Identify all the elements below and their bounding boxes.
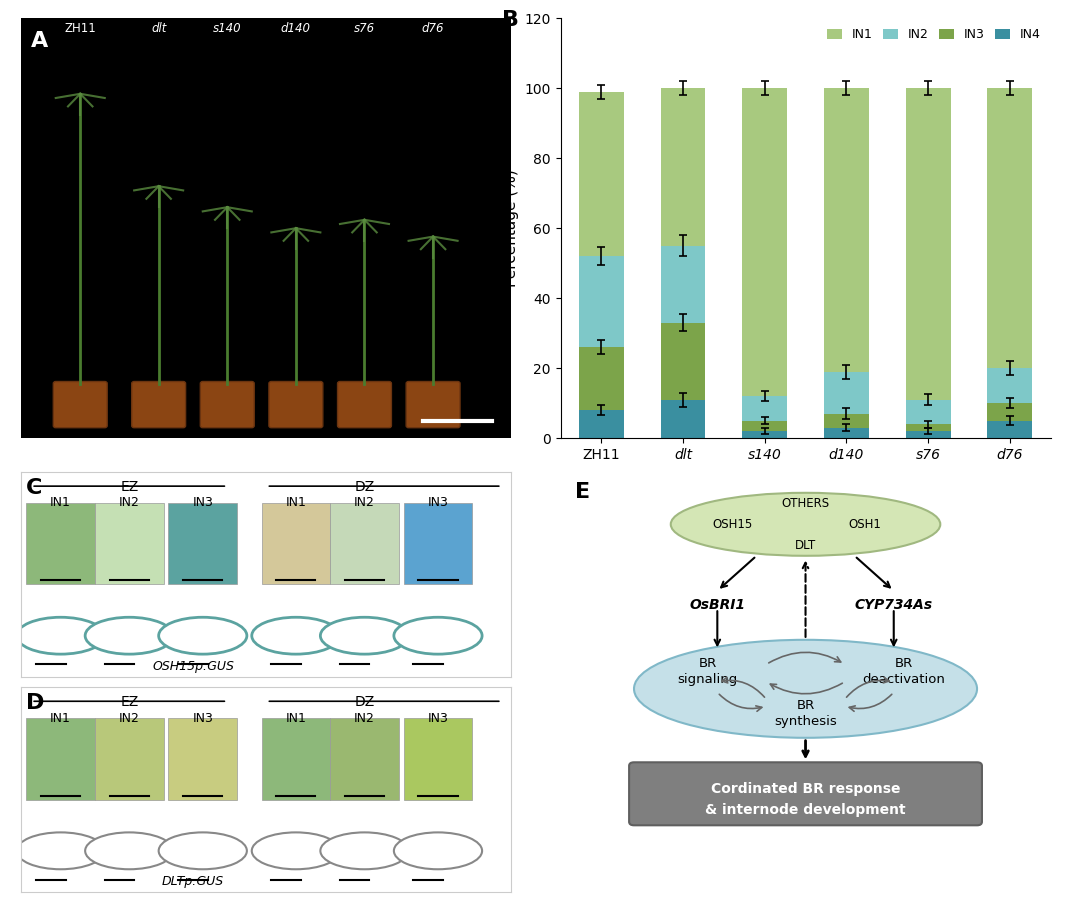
Bar xyxy=(330,718,399,800)
Text: OTHERS: OTHERS xyxy=(781,497,830,510)
FancyBboxPatch shape xyxy=(338,381,391,428)
Text: IN1: IN1 xyxy=(50,496,71,510)
Text: IN1: IN1 xyxy=(50,712,71,724)
Bar xyxy=(987,369,1032,403)
Legend: IN1, IN2, IN3, IN4: IN1, IN2, IN3, IN4 xyxy=(823,25,1044,45)
Circle shape xyxy=(85,617,174,654)
Text: IN2: IN2 xyxy=(354,496,375,510)
Text: d140: d140 xyxy=(281,22,311,35)
Circle shape xyxy=(85,833,174,869)
Bar xyxy=(824,371,868,414)
Text: B: B xyxy=(502,10,519,30)
Text: s76: s76 xyxy=(354,22,375,35)
Bar xyxy=(824,428,868,439)
Circle shape xyxy=(393,833,482,869)
Text: OSH1: OSH1 xyxy=(848,518,881,531)
Circle shape xyxy=(252,833,340,869)
Bar xyxy=(95,502,164,584)
Circle shape xyxy=(16,833,105,869)
Text: DZ: DZ xyxy=(355,480,374,494)
Circle shape xyxy=(321,617,408,654)
Text: DLT: DLT xyxy=(795,539,816,551)
Text: IN3: IN3 xyxy=(428,496,448,510)
Bar xyxy=(168,718,237,800)
FancyBboxPatch shape xyxy=(54,381,107,428)
Bar xyxy=(987,420,1032,439)
Bar xyxy=(579,257,624,348)
Text: IN3: IN3 xyxy=(428,712,448,724)
Text: DZ: DZ xyxy=(355,695,374,709)
Text: EZ: EZ xyxy=(120,695,138,709)
Text: EZ: EZ xyxy=(120,480,138,494)
Bar xyxy=(404,718,473,800)
Bar xyxy=(742,420,787,431)
Circle shape xyxy=(159,833,247,869)
Text: IN2: IN2 xyxy=(354,712,375,724)
Ellipse shape xyxy=(634,640,977,738)
Bar xyxy=(987,403,1032,420)
Y-axis label: Percentage (%): Percentage (%) xyxy=(504,169,519,287)
Circle shape xyxy=(16,617,105,654)
Text: OSH15p:GUS: OSH15p:GUS xyxy=(152,660,234,672)
FancyBboxPatch shape xyxy=(629,763,982,825)
FancyBboxPatch shape xyxy=(200,381,254,428)
Ellipse shape xyxy=(671,493,940,556)
Text: IN3: IN3 xyxy=(192,496,213,510)
Text: A: A xyxy=(31,31,48,51)
Bar xyxy=(824,414,868,428)
Bar xyxy=(742,88,787,396)
Bar xyxy=(906,431,951,439)
Bar xyxy=(404,502,473,584)
Text: IN3: IN3 xyxy=(192,712,213,724)
Text: IN2: IN2 xyxy=(119,712,139,724)
Bar xyxy=(660,399,705,439)
Bar xyxy=(824,88,868,371)
Bar xyxy=(330,502,399,584)
Bar xyxy=(660,323,705,399)
Circle shape xyxy=(321,833,408,869)
Circle shape xyxy=(159,617,247,654)
Bar xyxy=(906,424,951,431)
Text: BR
deactivation: BR deactivation xyxy=(862,657,946,686)
Text: CYP734As: CYP734As xyxy=(854,598,933,612)
Text: d76: d76 xyxy=(422,22,444,35)
Bar xyxy=(262,718,330,800)
Bar xyxy=(27,502,95,584)
Bar xyxy=(742,396,787,420)
Text: C: C xyxy=(27,478,43,498)
Circle shape xyxy=(393,617,482,654)
Text: OsBRI1: OsBRI1 xyxy=(689,598,745,612)
Bar xyxy=(742,431,787,439)
FancyBboxPatch shape xyxy=(406,381,460,428)
Text: BR
synthesis: BR synthesis xyxy=(774,699,837,728)
Circle shape xyxy=(252,617,340,654)
Text: E: E xyxy=(576,482,591,502)
Text: BR
signaling: BR signaling xyxy=(678,657,738,686)
Bar xyxy=(660,246,705,323)
Bar xyxy=(660,88,705,246)
Text: Cordinated BR response: Cordinated BR response xyxy=(711,782,900,795)
Bar xyxy=(987,88,1032,369)
Bar xyxy=(27,718,95,800)
Text: ZH11: ZH11 xyxy=(64,22,96,35)
Bar xyxy=(906,88,951,399)
Text: D: D xyxy=(27,693,45,713)
Text: OSH15: OSH15 xyxy=(712,518,753,531)
Text: dlt: dlt xyxy=(151,22,166,35)
Bar xyxy=(579,410,624,439)
Bar xyxy=(579,348,624,410)
Text: IN1: IN1 xyxy=(285,712,307,724)
Bar xyxy=(906,399,951,424)
Text: IN1: IN1 xyxy=(285,496,307,510)
Text: & internode development: & internode development xyxy=(705,803,906,816)
Bar xyxy=(168,502,237,584)
FancyBboxPatch shape xyxy=(132,381,185,428)
FancyBboxPatch shape xyxy=(269,381,323,428)
Text: IN2: IN2 xyxy=(119,496,139,510)
Bar xyxy=(579,92,624,257)
Bar xyxy=(95,718,164,800)
Text: DLTp:GUS: DLTp:GUS xyxy=(162,875,224,887)
Bar xyxy=(262,502,330,584)
Text: s140: s140 xyxy=(213,22,241,35)
